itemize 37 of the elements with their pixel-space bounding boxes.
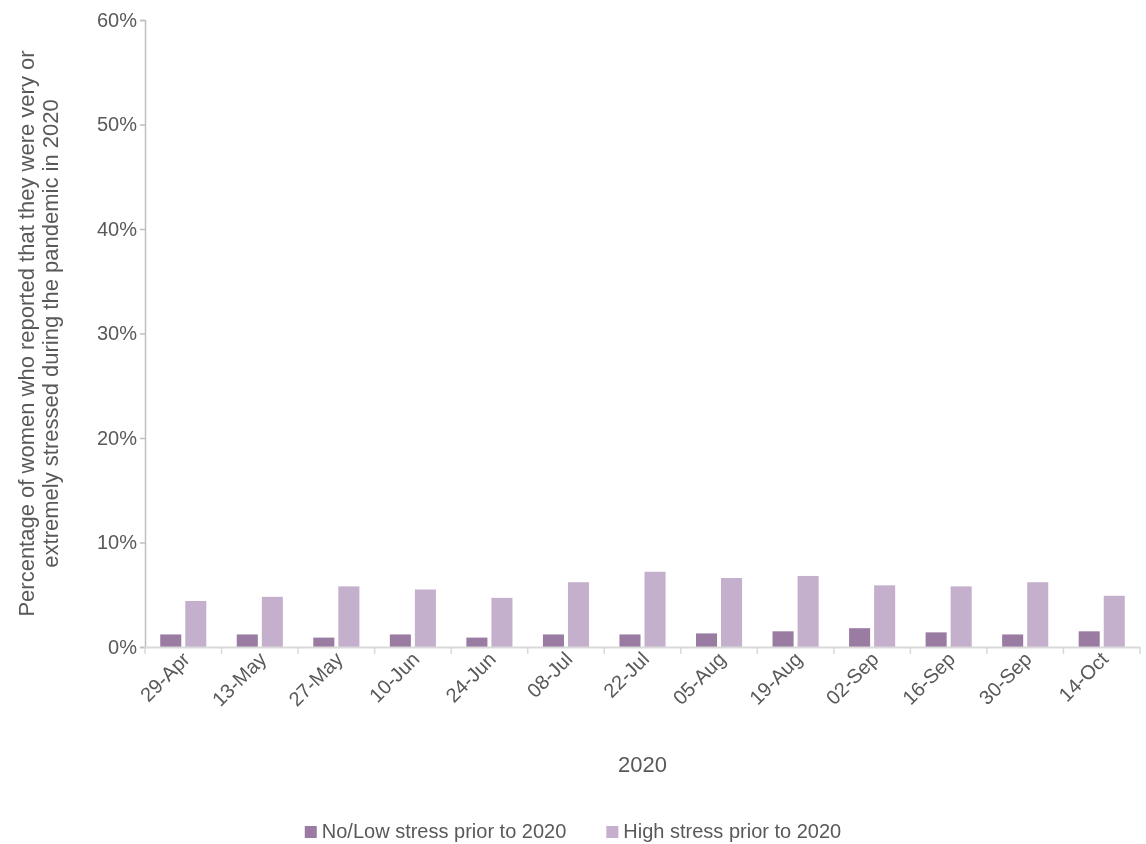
bar [389, 634, 411, 647]
bar [619, 634, 641, 647]
bar [491, 597, 513, 647]
bar [567, 582, 590, 647]
bar [1002, 634, 1024, 647]
bar [874, 585, 896, 647]
bar [644, 571, 666, 647]
y-tick-label: 10% [96, 531, 138, 554]
bar [236, 634, 258, 647]
bar [466, 637, 488, 647]
bar [950, 586, 972, 647]
bar [185, 601, 207, 647]
bar [849, 628, 871, 647]
x-axis-title: 2020 [618, 752, 667, 777]
y-tick-label: 30% [96, 322, 138, 345]
bar [721, 578, 743, 647]
legend-label: No/Low stress prior to 2020 [321, 820, 567, 842]
y-tick-label: 60% [96, 8, 138, 31]
bar [542, 634, 564, 647]
legend-label: High stress prior to 2020 [623, 820, 842, 842]
bar [797, 575, 819, 647]
y-tick-label: 20% [96, 426, 138, 449]
bar [695, 633, 718, 647]
bar [313, 637, 335, 647]
y-tick-label: 50% [96, 113, 138, 136]
bar [338, 586, 360, 647]
bar [772, 631, 794, 647]
bar [1078, 631, 1100, 647]
bar [1103, 595, 1125, 647]
bar [160, 634, 182, 647]
bar [1027, 582, 1049, 647]
bar [925, 632, 947, 647]
bar [414, 589, 436, 647]
y-tick-label: 40% [96, 217, 138, 240]
y-tick-label: 0% [108, 635, 138, 658]
y-axis-title: Percentage of women who reported that they were very or extremely stressed during the pandemic in 2020 [14, 50, 64, 617]
bar [261, 596, 283, 647]
